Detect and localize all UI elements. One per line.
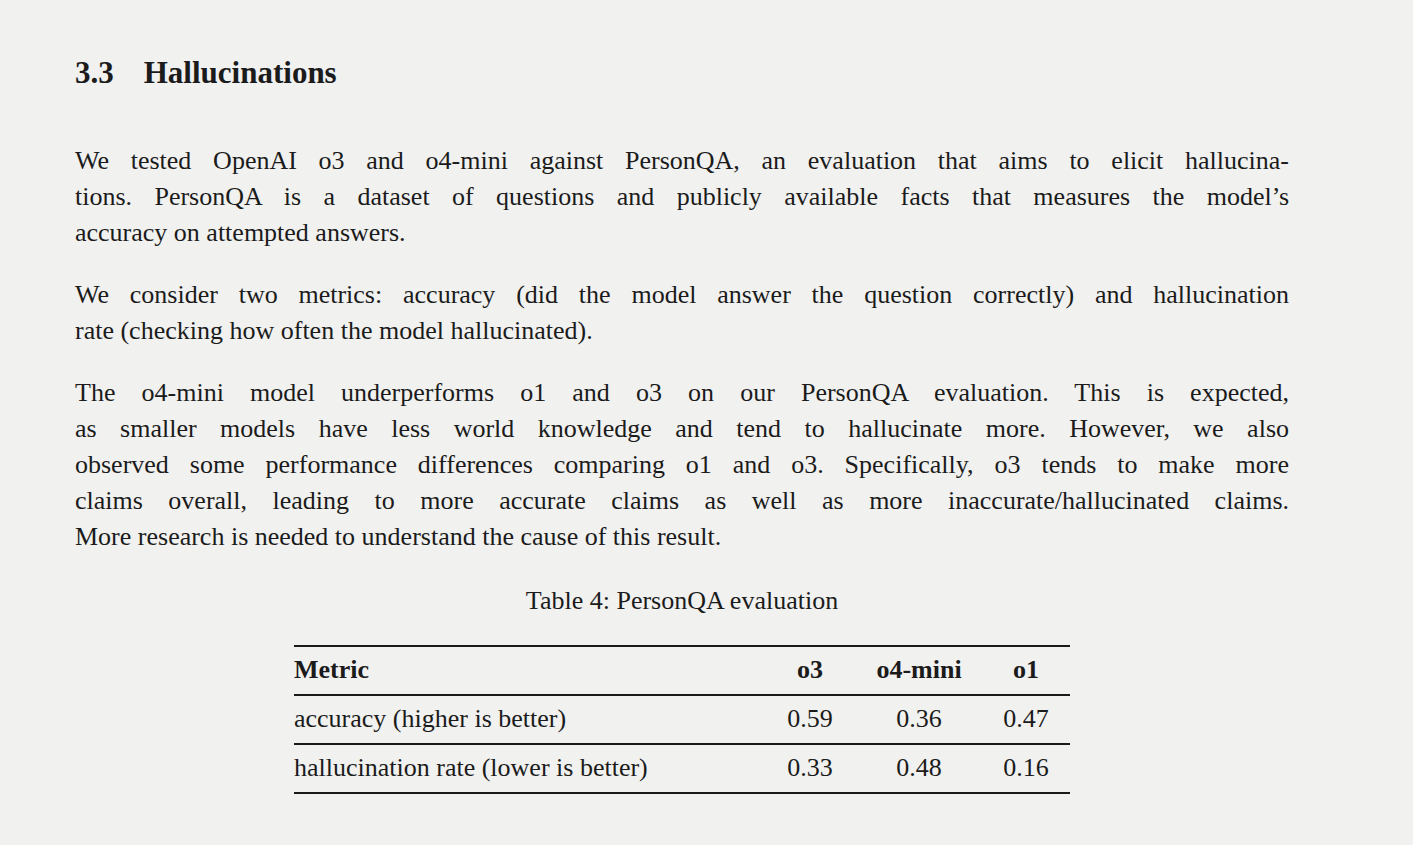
text-line: as smaller models have less world knowle…: [75, 411, 1289, 447]
document-page: 3.3 Hallucinations We tested OpenAI o3 a…: [0, 0, 1413, 845]
text-line: tions. PersonQA is a dataset of question…: [75, 179, 1289, 215]
column-header-metric: Metric: [294, 646, 764, 695]
value-cell: 0.59: [764, 695, 856, 744]
personqa-results-table: Metric o3 o4-mini o1 accuracy (higher is…: [294, 645, 1070, 794]
metric-cell: accuracy (higher is better): [294, 695, 764, 744]
section-heading: 3.3 Hallucinations: [75, 55, 1289, 91]
text-line: More research is needed to understand th…: [75, 519, 1289, 555]
column-header-o3: o3: [764, 646, 856, 695]
table-header-row: Metric o3 o4-mini o1: [294, 646, 1070, 695]
paragraph: We consider two metrics: accuracy (did t…: [75, 277, 1289, 349]
section-number: 3.3: [75, 55, 114, 91]
text-line: claims overall, leading to more accurate…: [75, 483, 1289, 519]
text-line: rate (checking how often the model hallu…: [75, 313, 1289, 349]
table-row: accuracy (higher is better) 0.59 0.36 0.…: [294, 695, 1070, 744]
text-line: The o4-mini model underperforms o1 and o…: [75, 375, 1289, 411]
value-cell: 0.33: [764, 744, 856, 793]
table-row: hallucination rate (lower is better) 0.3…: [294, 744, 1070, 793]
table-caption: Table 4: PersonQA evaluation: [75, 583, 1289, 619]
text-column: 3.3 Hallucinations We tested OpenAI o3 a…: [75, 0, 1289, 794]
column-header-o1: o1: [982, 646, 1070, 695]
value-cell: 0.48: [856, 744, 982, 793]
value-cell: 0.47: [982, 695, 1070, 744]
text-line: observed some performance differences co…: [75, 447, 1289, 483]
paragraph: The o4-mini model underperforms o1 and o…: [75, 375, 1289, 555]
text-line: We tested OpenAI o3 and o4-mini against …: [75, 143, 1289, 179]
text-line: We consider two metrics: accuracy (did t…: [75, 277, 1289, 313]
value-cell: 0.36: [856, 695, 982, 744]
column-header-o4-mini: o4-mini: [856, 646, 982, 695]
paragraph: We tested OpenAI o3 and o4-mini against …: [75, 143, 1289, 251]
metric-cell: hallucination rate (lower is better): [294, 744, 764, 793]
value-cell: 0.16: [982, 744, 1070, 793]
section-title: Hallucinations: [144, 55, 337, 91]
text-line: accuracy on attempted answers.: [75, 215, 1289, 251]
